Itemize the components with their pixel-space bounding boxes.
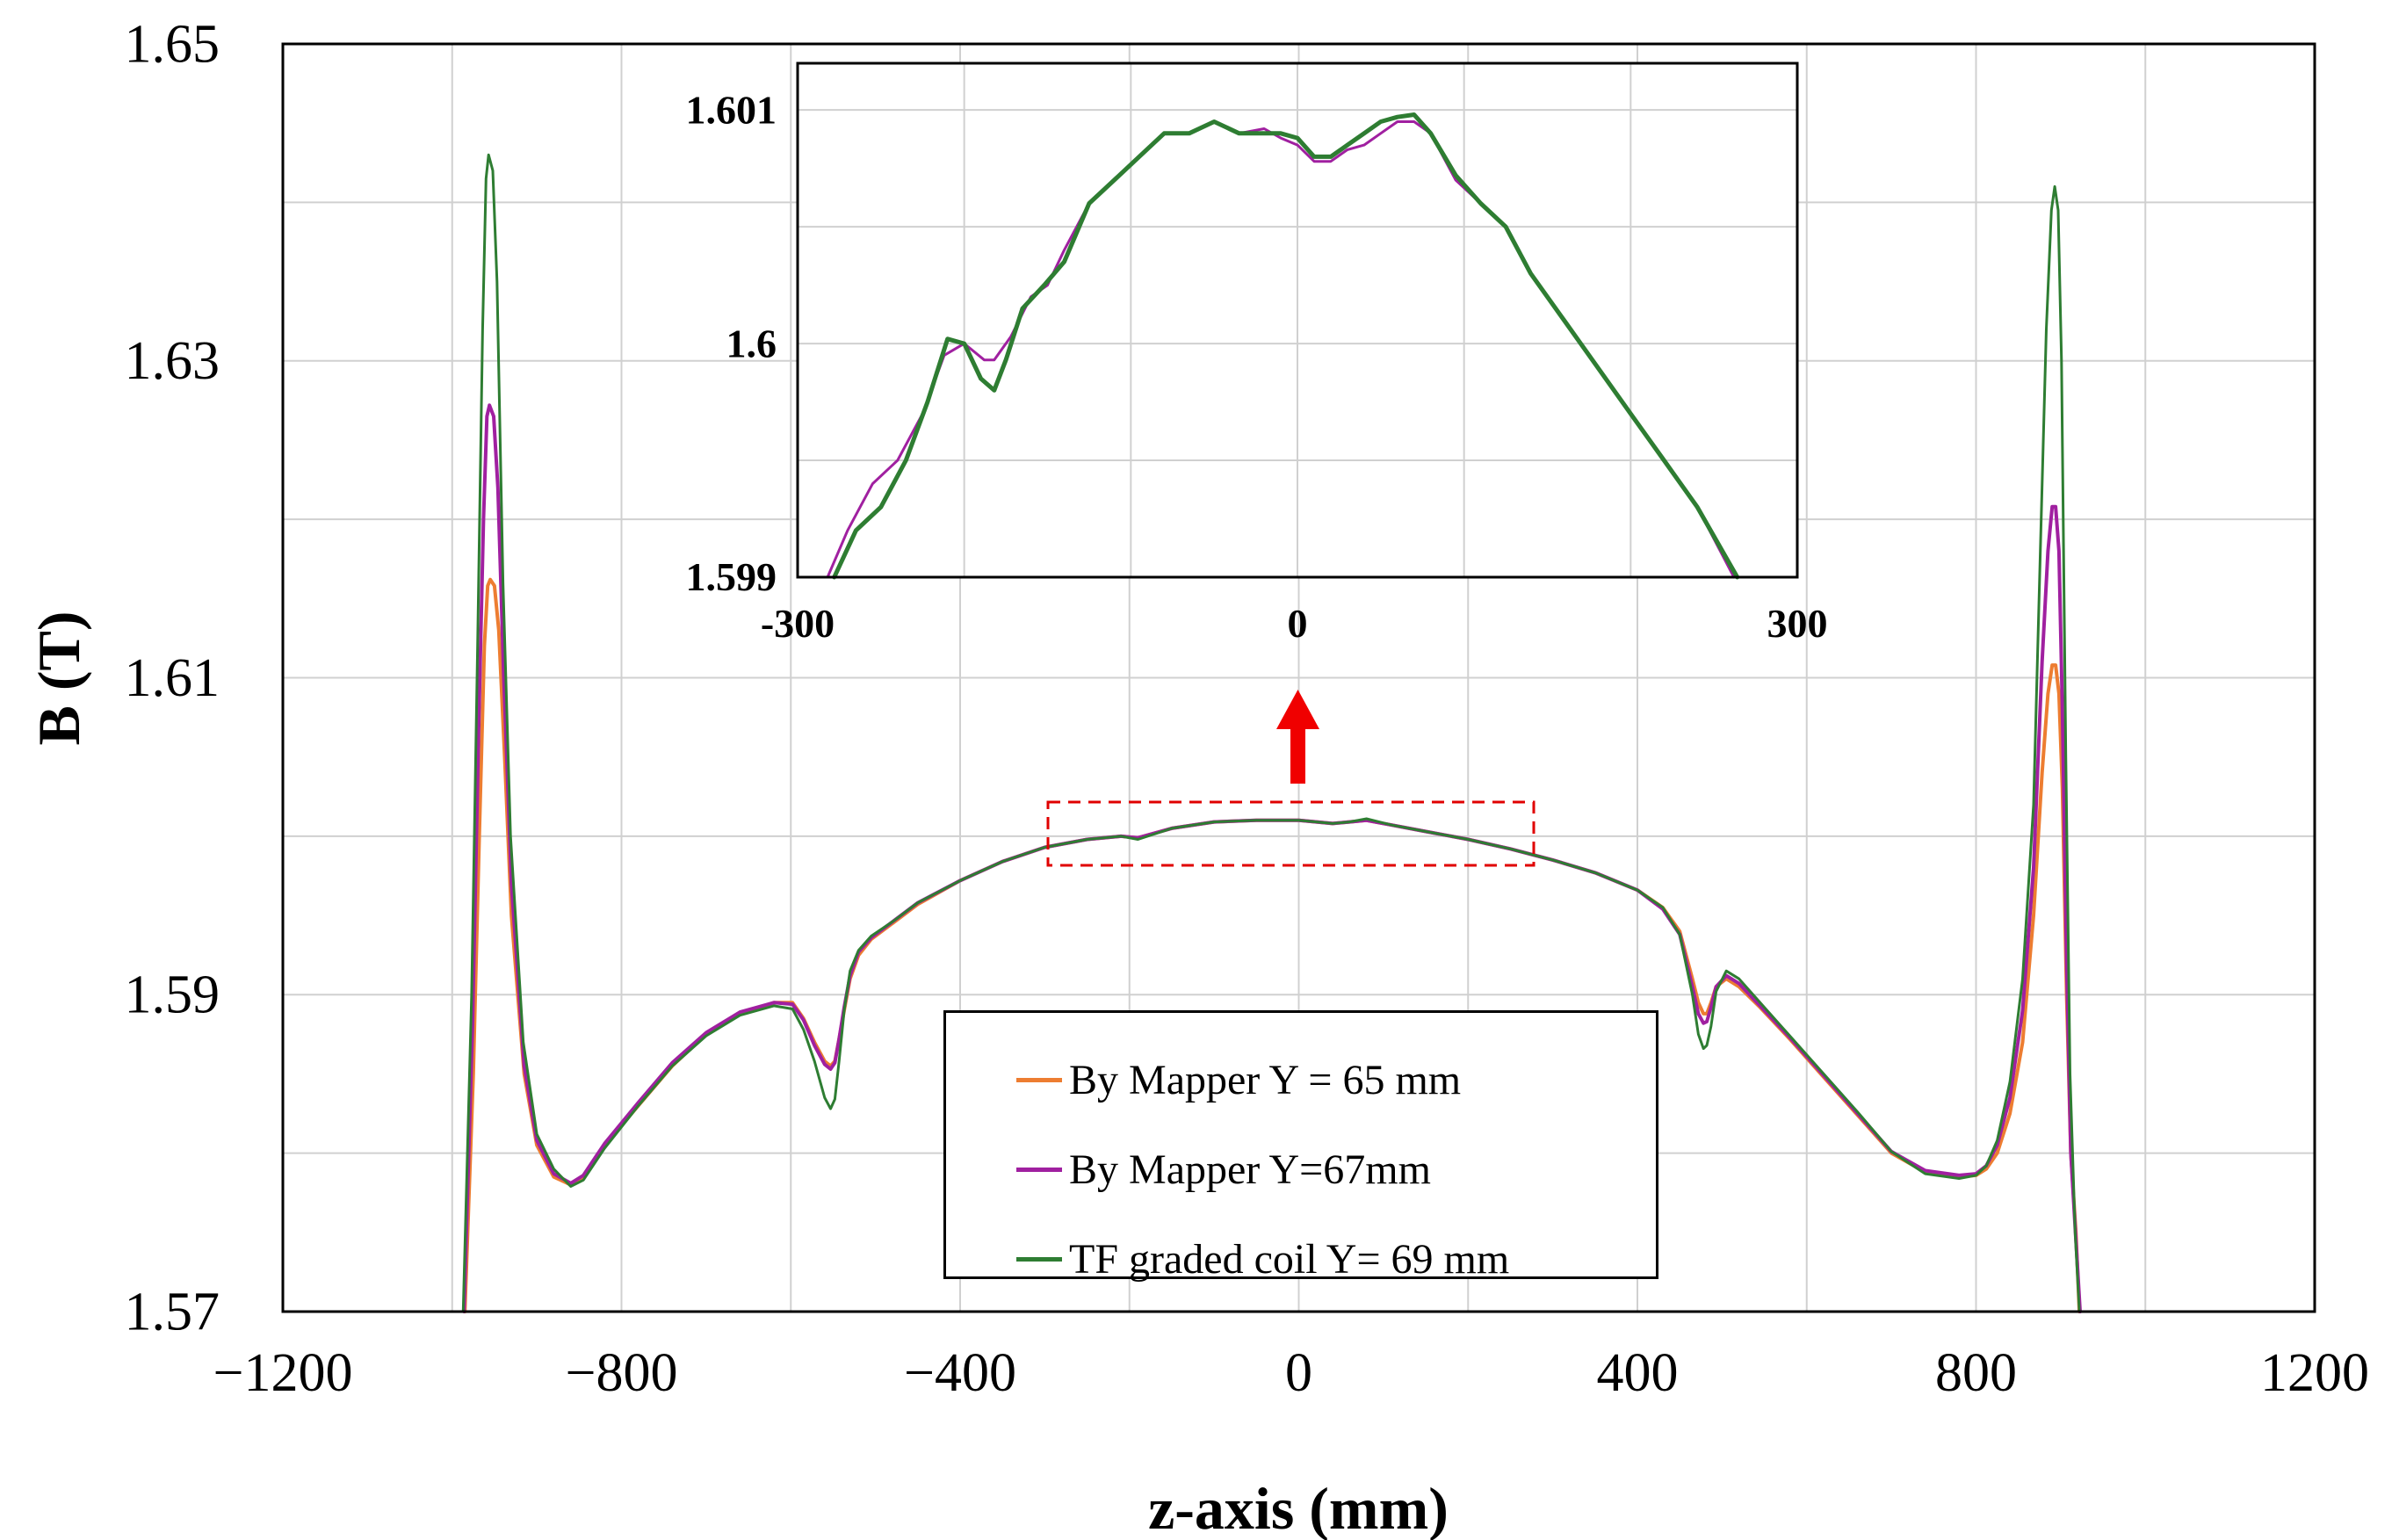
main-y-tick-label-1: 1.59: [125, 965, 220, 1025]
main-series-group: [461, 153, 2082, 1313]
legend-swatch-mapper-65: [1016, 1077, 1062, 1082]
legend-item-mapper-65: By Mapper Y = 65 mm: [1016, 1053, 1461, 1106]
main-x-tick-labels: −1200 −800 −400 0 400 800 1200: [213, 1343, 2369, 1403]
inset-grid: [798, 63, 1797, 577]
legend-item-tf-coil-69: TF graded coil Y= 69 mm: [1016, 1233, 1509, 1285]
inset-x-tick-labels: -300 0 300: [761, 601, 1828, 646]
legend-label-mapper-65: By Mapper Y = 65 mm: [1069, 1056, 1462, 1103]
legend-label-tf-coil-69: TF graded coil Y= 69 mm: [1069, 1235, 1510, 1283]
main-x-tick-label-0: −1200: [213, 1343, 353, 1403]
inset-y-tick-labels: 1.599 1.6 1.601: [686, 87, 777, 599]
main-x-tick-label-3: 0: [1285, 1343, 1312, 1403]
main-y-tick-label-0: 1.57: [125, 1282, 220, 1341]
main-plot-frame: [281, 42, 2316, 1313]
main-x-tick-label-4: 400: [1597, 1343, 1679, 1403]
main-x-tick-label-6: 1200: [2260, 1343, 2369, 1403]
inset-y-tick-label-2: 1.601: [686, 87, 777, 132]
inset-y-tick-label-0: 1.599: [686, 554, 777, 599]
inset-y-tick-label-1: 1.6: [726, 321, 777, 365]
main-y-tick-label-4: 1.65: [125, 14, 220, 74]
legend: By Mapper Y = 65 mm By Mapper Y=67mm TF …: [943, 1010, 1658, 1283]
inset-plot-frame: [796, 61, 1799, 579]
legend-label-mapper-67: By Mapper Y=67mm: [1069, 1146, 1431, 1193]
main-y-tick-labels: 1.57 1.59 1.61 1.63 1.65: [125, 14, 220, 1341]
main-y-tick-label-2: 1.61: [125, 648, 220, 708]
main-x-tick-label-2: −400: [904, 1343, 1016, 1403]
legend-swatch-tf-coil-69: [1016, 1256, 1062, 1262]
inset-series-group: [826, 112, 1740, 580]
main-x-tick-label-5: 800: [1935, 1343, 2017, 1403]
zoom-arrow: [1276, 690, 1319, 784]
zoom-region-box: [1046, 800, 1536, 867]
legend-swatch-mapper-67: [1016, 1167, 1062, 1172]
legend-item-mapper-67: By Mapper Y=67mm: [1016, 1143, 1431, 1196]
inset-series-line-1: [832, 112, 1740, 580]
inset-x-tick-label-2: 300: [1767, 601, 1828, 646]
x-axis-label: z-axis (mm): [1148, 1475, 1449, 1540]
main-x-tick-label-1: −800: [566, 1343, 678, 1403]
main-series-line-2: [461, 153, 2081, 1313]
inset-x-tick-label-0: -300: [761, 601, 835, 646]
y-axis-label: B (T): [25, 611, 92, 746]
inset-x-tick-label-1: 0: [1288, 601, 1308, 646]
main-y-tick-label-3: 1.63: [125, 331, 220, 391]
